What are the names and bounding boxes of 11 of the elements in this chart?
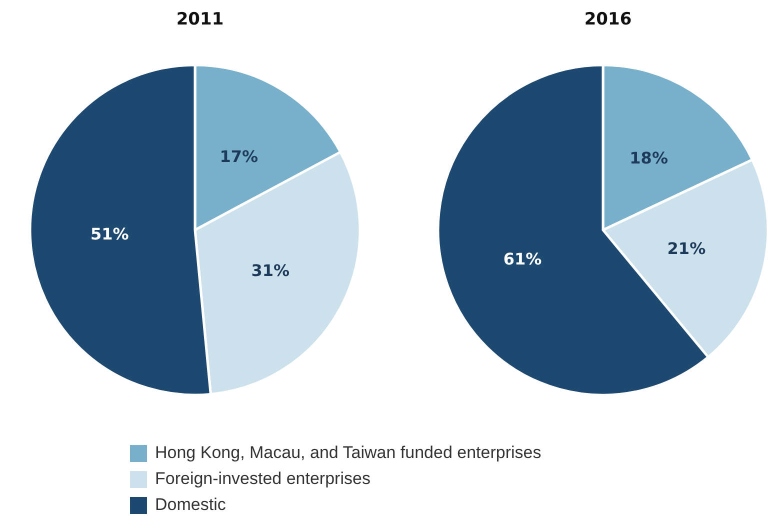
legend-label: Foreign-invested enterprises: [155, 469, 370, 489]
data-label: 18%: [630, 148, 668, 168]
legend-label: Hong Kong, Macau, and Taiwan funded enterprises: [155, 443, 542, 463]
legend-label: Domestic: [155, 495, 226, 515]
data-label: 51%: [90, 224, 129, 244]
data-label: 31%: [251, 260, 290, 280]
data-label: 61%: [503, 249, 542, 268]
chart-title: 2011: [176, 10, 224, 30]
data-label: 21%: [667, 239, 706, 258]
chart-title: 2016: [584, 10, 632, 30]
data-label: 17%: [220, 147, 258, 166]
